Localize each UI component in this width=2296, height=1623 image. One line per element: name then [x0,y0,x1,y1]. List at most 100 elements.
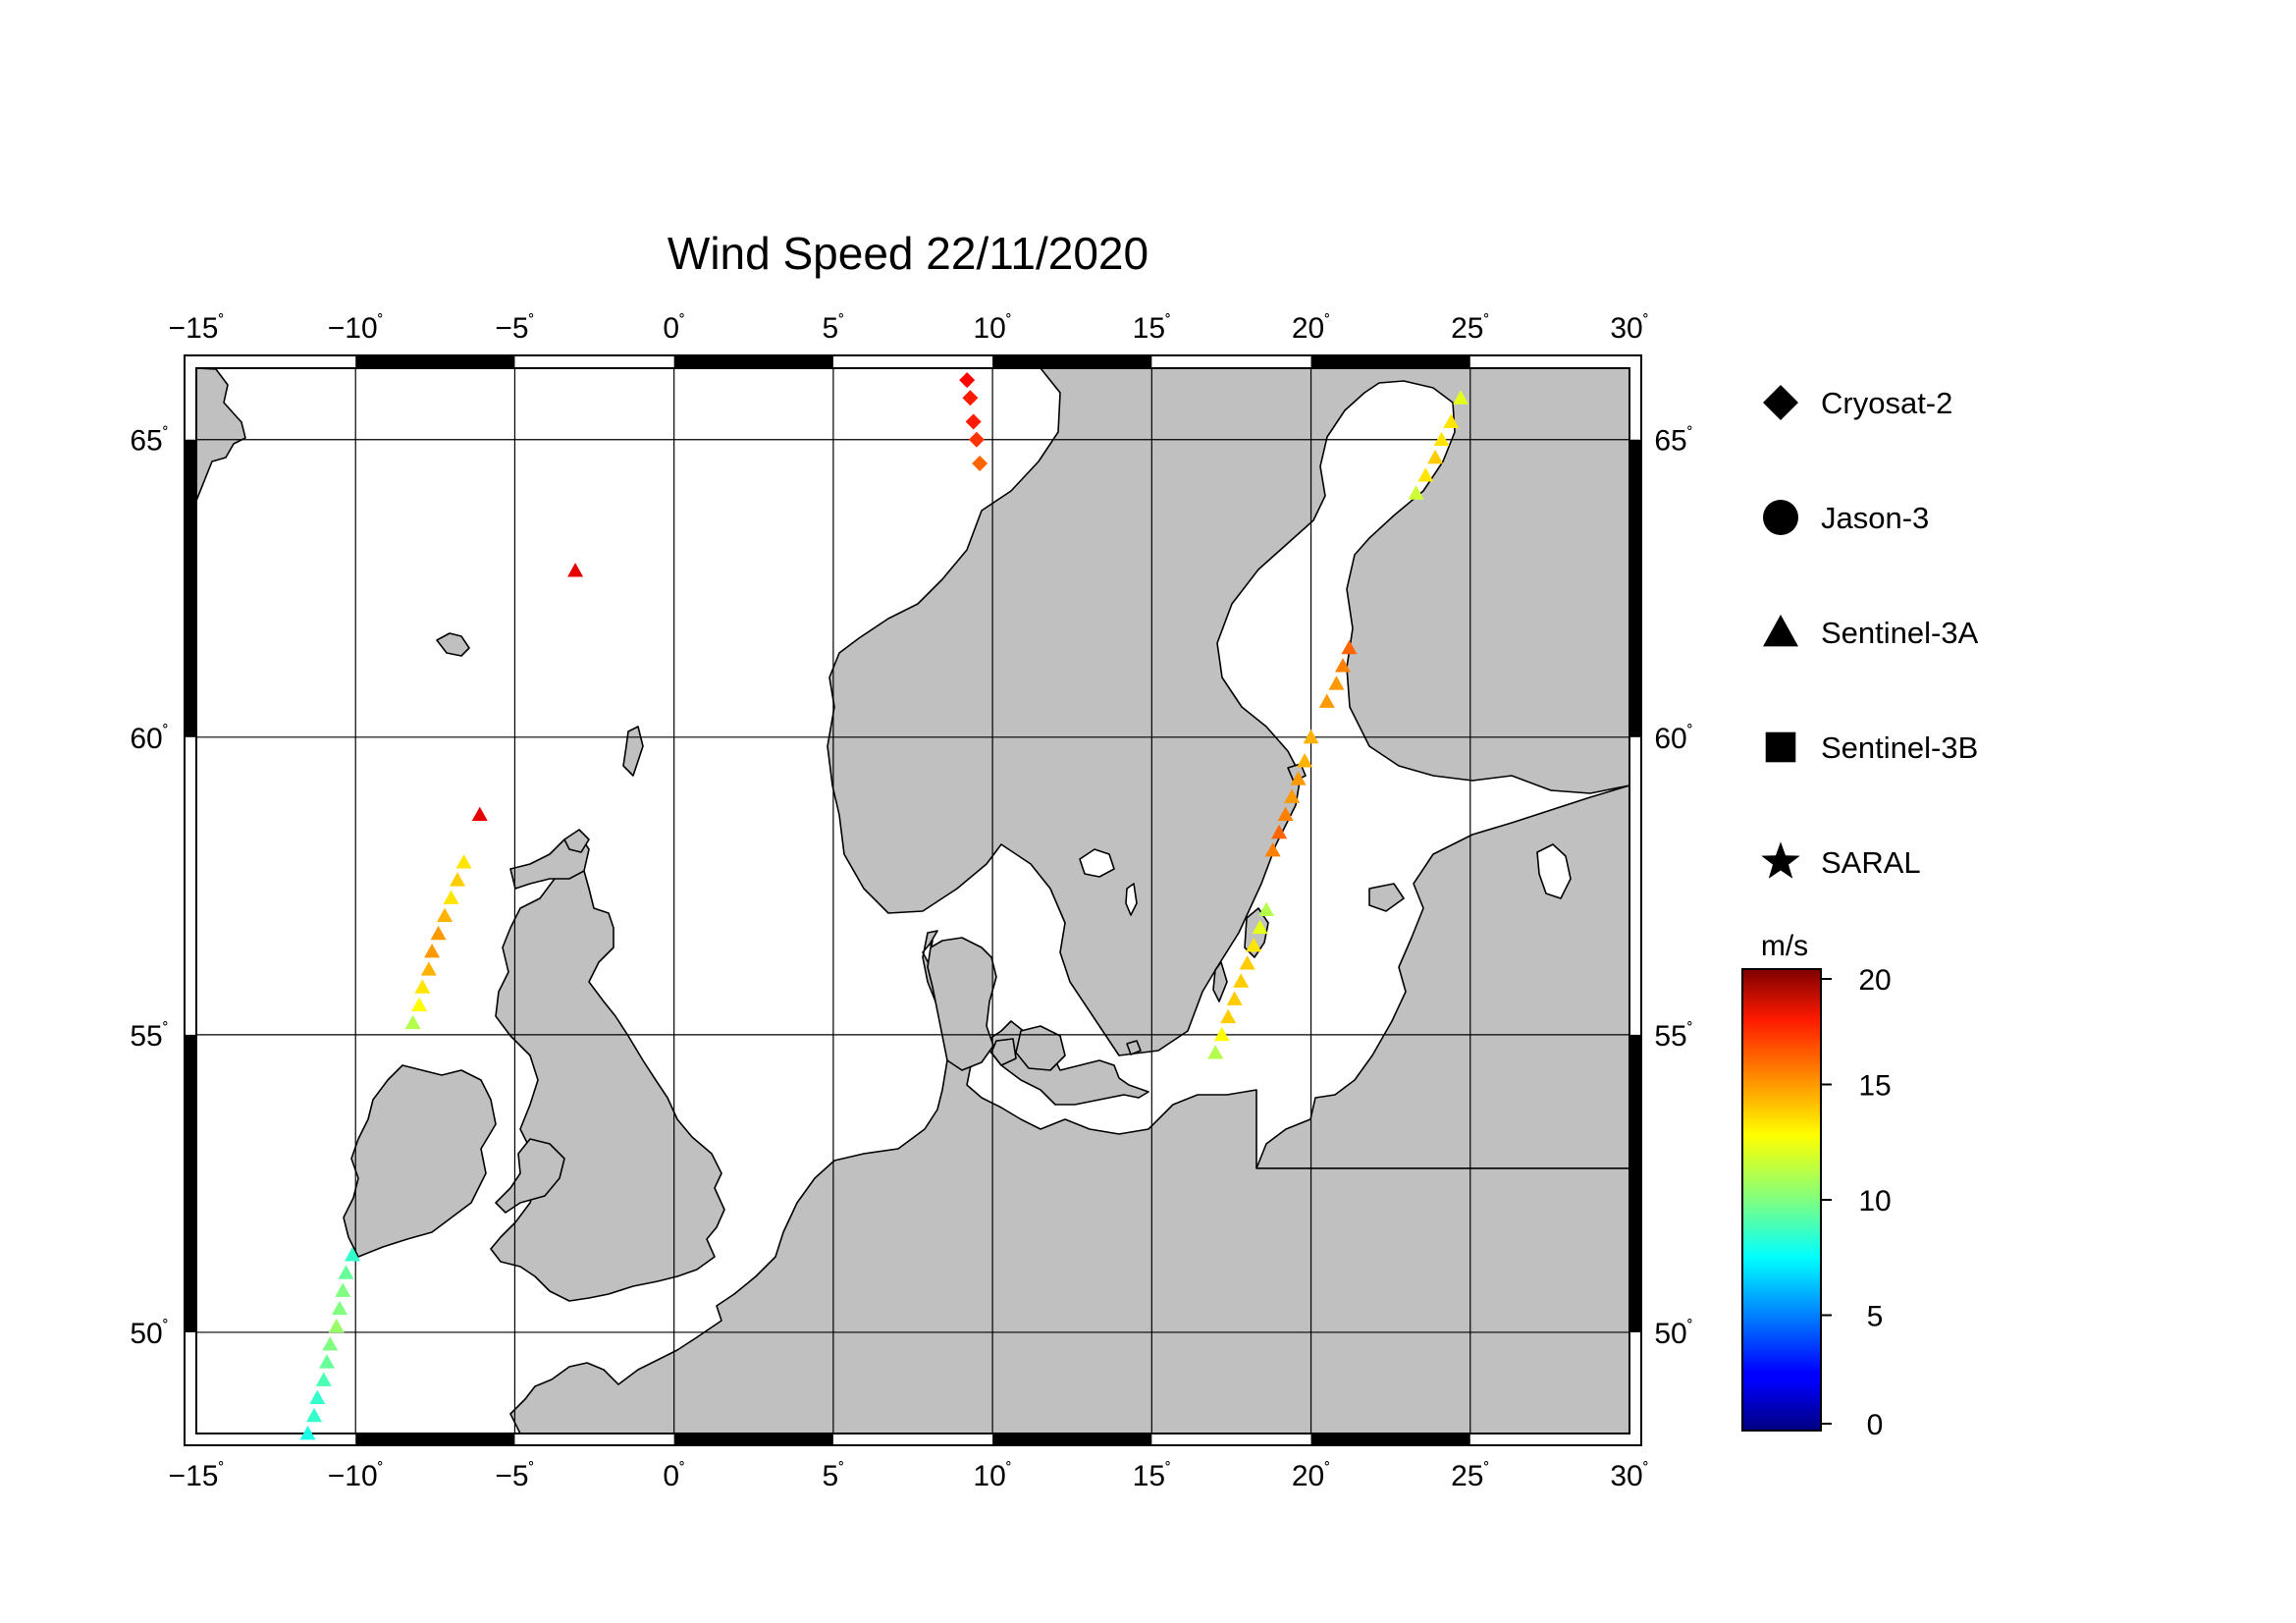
sentinel-3a-observation [1239,955,1255,970]
sentinel-3a-observation [1264,841,1281,857]
sentinel-3a-observation [1252,919,1268,935]
lake-ladoga [1536,843,1572,899]
map-panel: −15˚ −10˚ −5˚ 0˚ 5˚ 10˚ 15˚ 20˚ 25˚ 30˚ −15˚ −10˚ −… [130,312,1692,1492]
longitude-label-bottom: 30˚ [1610,1460,1648,1492]
longitude-label-bottom: 15˚ [1133,1460,1171,1492]
cryosat-2-observation [962,390,979,406]
sentinel-3a-observation [1226,991,1243,1005]
legend-triangle-icon [1763,615,1798,647]
land-zealand [1015,1025,1066,1071]
frame-block-right [1629,439,1641,737]
sentinel-3a-observation [1258,901,1275,916]
colorbar-unit-label: m/s [1761,930,1808,962]
sentinel-3a-observation [1284,788,1301,803]
latitude-label-right: 50˚ [1654,1318,1692,1350]
sentinel-3a-observation [443,890,459,904]
sentinel-3a-observation [335,1282,351,1297]
sentinel-3a-observation [1233,973,1250,988]
sentinel-3a-observation [328,1318,345,1333]
sentinel-3a-observation [1303,729,1319,744]
legend-label-saral: SARAL [1821,845,1921,880]
sentinel-3a-observation [471,806,488,822]
frame-block-bottom [355,1434,515,1445]
sentinel-3a-observation [1417,467,1434,482]
latitude-label-left: 65˚ [130,425,168,458]
latitude-label-left: 55˚ [130,1020,168,1053]
latitude-label-right: 65˚ [1654,425,1692,458]
legend-star-icon [1761,841,1800,879]
longitude-label-top: 20˚ [1292,312,1330,345]
legend-label-cryosat-2: Cryosat-2 [1821,386,1952,420]
latitude-label-right: 55˚ [1654,1020,1692,1053]
cryosat-2-observation [972,455,988,471]
longitude-label-top: 30˚ [1610,312,1648,345]
land-faroe-islands [436,632,470,657]
land-baltic-states [1255,784,1629,1169]
colorbar-tick-label: 15 [1858,1070,1891,1103]
land-shetland [622,726,644,777]
sentinel-3a-observation [1453,390,1469,405]
map-frame-blocks [185,355,1641,1445]
longitude-label-top: 10˚ [973,312,1011,345]
sentinel-3a-observation [567,563,584,577]
longitude-labels-top: −15˚ −10˚ −5˚ 0˚ 5˚ 10˚ 15˚ 20˚ 25˚ 30˚ [169,312,1649,345]
frame-block-bottom [992,1434,1152,1445]
sentinel-3a-observation [437,907,454,923]
lake-vanern [1079,848,1115,878]
longitude-label-top: −10˚ [328,312,384,345]
colorbar-tick-label: 20 [1858,964,1891,997]
longitude-label-bottom: −5˚ [495,1460,534,1492]
longitude-label-bottom: 25˚ [1451,1460,1489,1492]
latitude-label-right: 60˚ [1654,723,1692,755]
sentinel-3a-observation [1443,413,1460,428]
longitude-labels-bottom: −15˚ −10˚ −5˚ 0˚ 5˚ 10˚ 15˚ 20˚ 25˚ 30˚ [169,1460,1649,1492]
sentinel-3a-observation [1220,1008,1237,1024]
legend-label-sentinel-3b: Sentinel-3B [1821,730,1978,765]
colorbar-ticks: 0 5 10 15 20 [1821,964,1892,1441]
longitude-label-bottom: 0˚ [663,1460,685,1492]
land-wales [495,1138,565,1214]
sentinel-3a-observation [338,1265,354,1279]
sentinel-3a-observation [404,1014,421,1030]
sentinel-3a-observation [322,1336,339,1351]
frame-block-right [1629,1034,1641,1332]
longitude-label-top: −15˚ [169,312,225,345]
land-oland [1212,961,1228,1002]
satellite-observations [299,372,1469,1440]
land-bornholm [1126,1040,1142,1055]
legend-label-jason-3: Jason-3 [1821,501,1929,535]
cryosat-2-observation [959,372,976,389]
colorbar-tick-label: 0 [1867,1409,1884,1441]
sentinel-3a-observation [1335,658,1351,673]
land-layer [196,368,1629,1434]
cryosat-2-observation [968,431,985,448]
longitude-label-bottom: 10˚ [973,1460,1011,1492]
sentinel-3a-observation [332,1300,347,1316]
legend-label-sentinel-3a: Sentinel-3A [1821,616,1979,650]
satellite-legend: Cryosat-2 Jason-3 Sentinel-3A Sentinel-3B SA… [1761,385,1979,880]
latitude-label-left: 60˚ [130,723,168,755]
sentinel-3a-observation [1433,431,1450,447]
longitude-label-top: −5˚ [495,312,534,345]
latitude-labels-right: 50˚ 55˚ 60˚ 65˚ [1654,425,1692,1350]
sentinel-3a-observation [309,1389,326,1405]
sentinel-3a-observation [414,979,431,994]
frame-block-left [185,439,196,737]
latitude-label-left: 50˚ [130,1318,168,1350]
graticule [196,368,1629,1434]
sentinel-3a-observation [455,854,472,869]
longitude-label-top: 0˚ [663,312,685,345]
land-jutland [927,937,997,1071]
legend-square-icon [1765,731,1796,763]
colorbar-tick-label: 5 [1867,1301,1884,1333]
sentinel-3a-observation [1207,1045,1224,1059]
sentinel-3a-observation [1213,1026,1230,1042]
sentinel-3a-observation [450,872,466,887]
sentinel-3a-observation [306,1407,323,1423]
sentinel-3a-observation [315,1372,332,1386]
sentinel-3a-observation [411,997,428,1011]
longitude-label-top: 5˚ [823,312,845,345]
longitude-label-bottom: 20˚ [1292,1460,1330,1492]
frame-block-bottom [1310,1434,1470,1445]
land-iceland [196,368,246,502]
